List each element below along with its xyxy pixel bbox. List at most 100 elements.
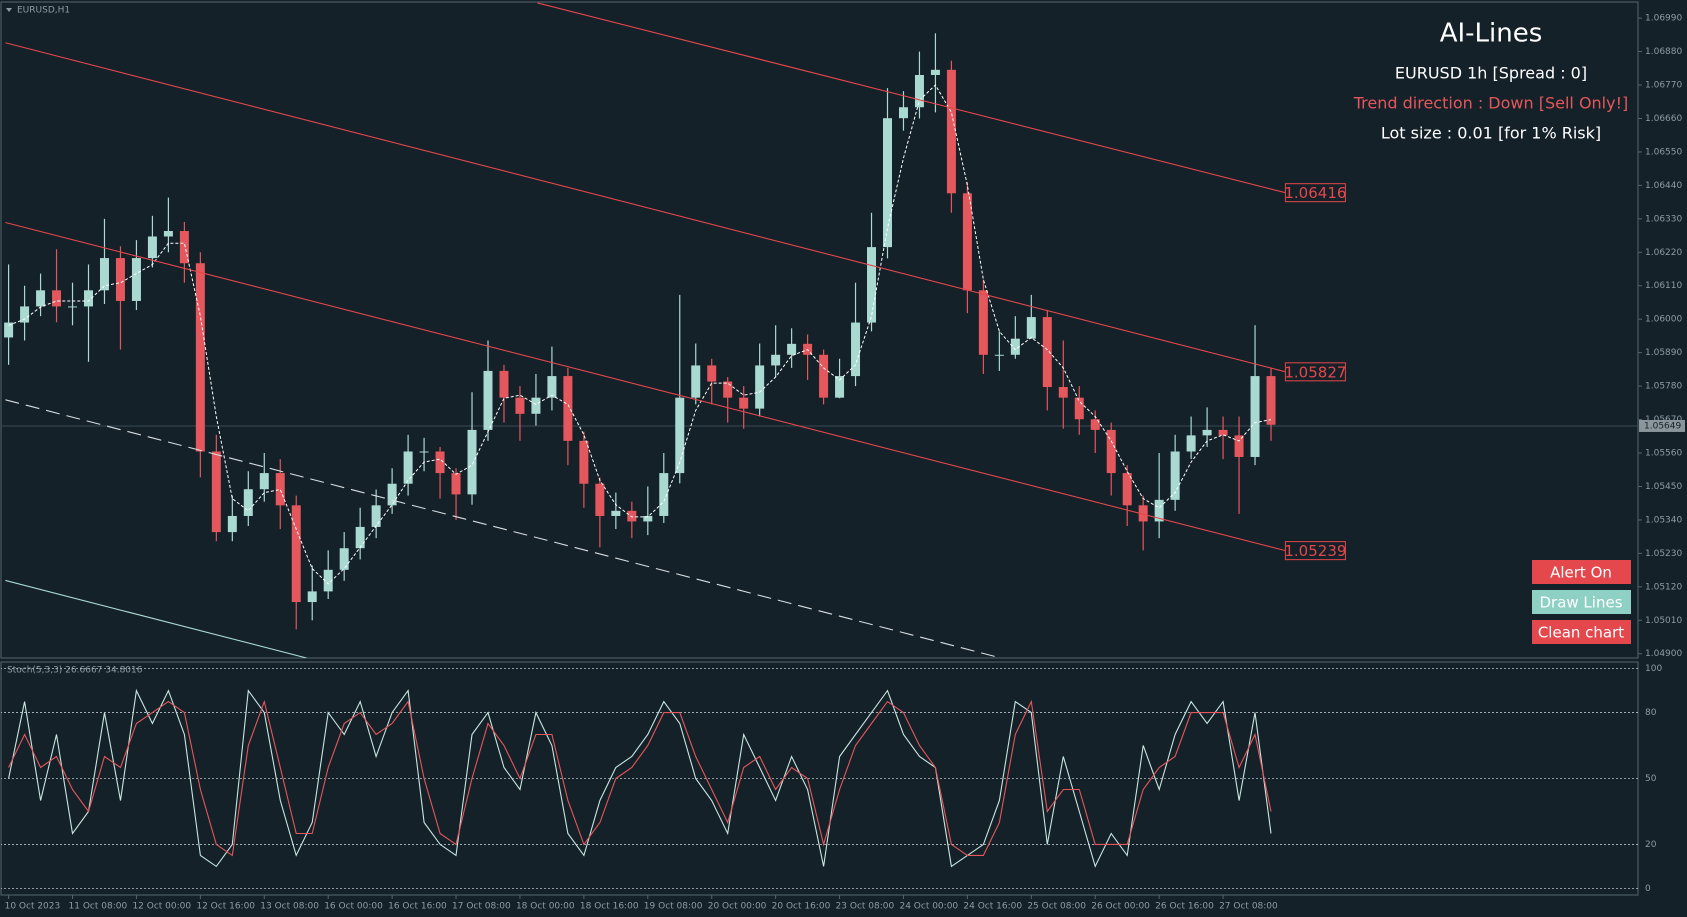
candle-body [227, 515, 237, 533]
candle-body [946, 69, 956, 194]
current-price-box [1639, 419, 1685, 432]
candle-body [467, 429, 477, 495]
x-tick-label: 19 Oct 08:00 [644, 902, 703, 912]
candle-body [52, 290, 62, 307]
y-tick-label: 1.05340 [1645, 515, 1682, 525]
candle-body [1058, 387, 1068, 398]
candle-body [387, 483, 397, 506]
button-label[interactable]: Draw Lines [1539, 594, 1622, 612]
y-tick-label: 1.06770 [1645, 81, 1682, 91]
candle-body [883, 118, 892, 248]
candle-body [755, 365, 765, 409]
candle-body [163, 231, 173, 237]
candle-body [1026, 317, 1036, 339]
y-tick-label: 1.05890 [1645, 348, 1682, 358]
x-tick-label: 16 Oct 00:00 [324, 902, 383, 912]
candle-body [563, 376, 573, 441]
level-label: 1.06416 [1284, 184, 1346, 202]
x-tick-label: 16 Oct 16:00 [388, 902, 447, 912]
candle-body [787, 343, 797, 355]
trend-line [5, 399, 1002, 658]
candle-body [179, 231, 189, 264]
candle-body [1010, 338, 1020, 355]
candle-body [403, 451, 413, 484]
candle-body [371, 505, 381, 527]
x-tick-label: 13 Oct 08:00 [260, 902, 319, 912]
button-label[interactable]: Clean chart [1538, 624, 1624, 642]
y-tick-label: 1.05450 [1645, 482, 1682, 492]
y-tick-label: 50 [1645, 774, 1657, 784]
candle-body [1170, 451, 1180, 500]
y-tick-label: 1.06330 [1645, 214, 1682, 224]
trend-line [5, 221, 1286, 552]
candle-body [99, 258, 109, 291]
x-tick-label: 26 Oct 00:00 [1091, 902, 1150, 912]
button[interactable] [1532, 560, 1631, 584]
button[interactable] [1532, 590, 1631, 614]
candle-body [643, 515, 653, 522]
overlay-info: Trend direction : Down [Sell Only!] [1353, 94, 1629, 113]
candle-body [547, 376, 557, 398]
candle-body [259, 473, 269, 490]
candle-body [515, 397, 525, 414]
candle-body [531, 397, 541, 414]
candle-body [1186, 435, 1196, 452]
candle-body [1074, 397, 1084, 420]
x-tick-label: 18 Oct 00:00 [516, 902, 575, 912]
y-tick-label: 100 [1645, 664, 1662, 674]
y-tick-label: 1.06220 [1645, 248, 1682, 258]
y-tick-label: 1.06660 [1645, 114, 1682, 124]
y-tick-label: 80 [1645, 708, 1657, 718]
stoch-plot [1, 668, 1638, 889]
y-tick-label: 1.05010 [1645, 616, 1682, 626]
y-tick-label: 1.05560 [1645, 449, 1682, 459]
y-tick-label: 1.04900 [1645, 649, 1682, 659]
candle-body [131, 258, 141, 301]
level-label-box [1284, 183, 1346, 203]
candle-body [36, 290, 46, 307]
y-tick-label: 1.06440 [1645, 181, 1682, 191]
candle-body [835, 376, 845, 398]
candle-body [739, 397, 749, 409]
symbol-menu-icon [6, 8, 12, 12]
candle-body [723, 381, 733, 398]
candle-body [115, 258, 125, 301]
x-tick-label: 10 Oct 2023 [5, 902, 61, 912]
x-tick-label: 25 Oct 08:00 [1027, 902, 1086, 912]
y-tick-label: 1.06880 [1645, 47, 1682, 57]
trend-line [5, 579, 307, 658]
x-tick-label: 12 Oct 16:00 [196, 902, 255, 912]
current-price-label: 1.05649 [1644, 421, 1681, 431]
stoch-line [8, 688, 1272, 868]
candle-body [707, 365, 717, 382]
candle-body [419, 451, 429, 453]
stoch-title: Stoch(5,3,3) 26.6667 34.8016 [7, 666, 143, 676]
y-tick-label: 1.06550 [1645, 147, 1682, 157]
candle-body [1218, 429, 1228, 436]
candle-body [68, 306, 78, 308]
overlay-info: Lot size : 0.01 [for 1% Risk] [1381, 124, 1601, 143]
button[interactable] [1532, 620, 1631, 644]
candle-body [898, 107, 908, 119]
candle-body [1138, 505, 1148, 522]
button-label[interactable]: Alert On [1550, 564, 1612, 582]
candle-body [243, 489, 253, 516]
candle-body [147, 236, 157, 259]
candle-body [914, 74, 924, 108]
candle-body [819, 354, 829, 398]
candle-body [867, 247, 877, 323]
candle-body [1250, 376, 1260, 457]
candle-body [579, 440, 589, 484]
trend-line [537, 2, 1286, 194]
y-tick-label: 1.05230 [1645, 549, 1682, 559]
y-tick-label: 0 [1645, 884, 1651, 894]
candle-body [4, 322, 14, 338]
x-tick-label: 17 Oct 08:00 [452, 902, 511, 912]
candle-body [1042, 317, 1052, 388]
x-tick-label: 23 Oct 08:00 [836, 902, 895, 912]
y-tick-label: 1.05120 [1645, 582, 1682, 592]
candle-body [483, 370, 493, 430]
moving-average-line [8, 84, 1272, 585]
